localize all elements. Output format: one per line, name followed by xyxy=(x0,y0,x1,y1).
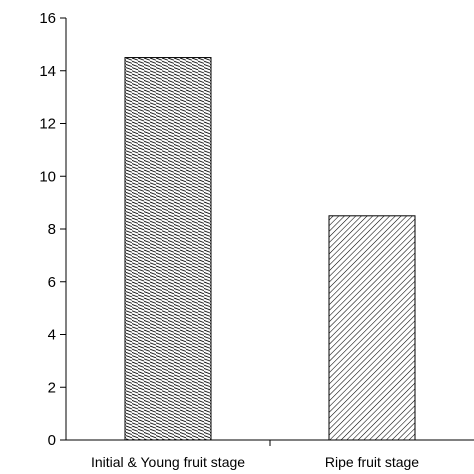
bar xyxy=(124,57,212,441)
y-tick-label: 16 xyxy=(39,10,56,27)
y-tick-label: 12 xyxy=(39,116,56,133)
y-tick-label: 0 xyxy=(48,432,56,449)
bar xyxy=(328,215,416,441)
y-axis: 0 2 4 6 8 10 12 14 16 xyxy=(39,10,67,449)
bars xyxy=(124,57,416,441)
y-tick-label: 4 xyxy=(48,327,56,344)
category-labels: Initial & Young fruit stage Ripe fruit st… xyxy=(91,454,419,470)
y-tick-label: 10 xyxy=(39,168,56,185)
x-category-label: Ripe fruit stage xyxy=(325,454,419,470)
x-category-label: Initial & Young fruit stage xyxy=(91,454,245,470)
y-tick-label: 8 xyxy=(48,221,56,238)
y-tick-label: 14 xyxy=(39,63,56,80)
y-tick-label: 2 xyxy=(48,379,56,396)
x-axis xyxy=(66,439,474,446)
y-tick-label: 6 xyxy=(48,274,56,291)
